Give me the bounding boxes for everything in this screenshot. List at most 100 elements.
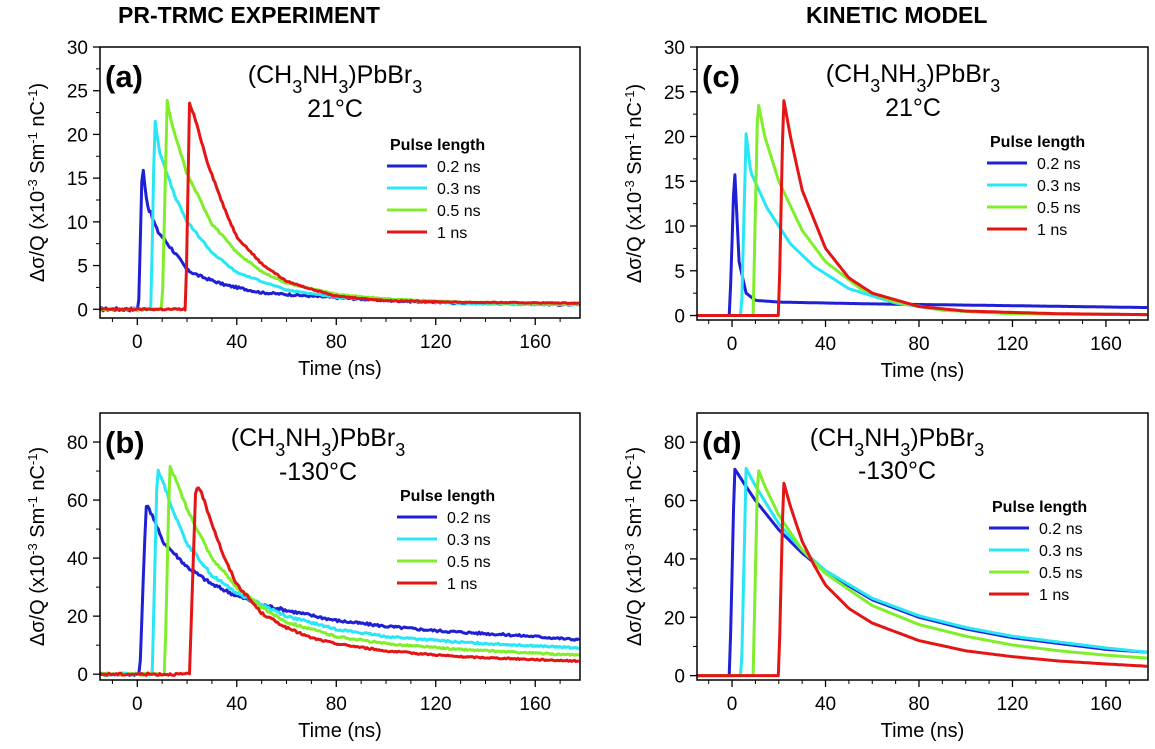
x-tick-label: 120 xyxy=(997,694,1029,715)
legend-entry: 0.5 ns xyxy=(1037,200,1081,217)
y-axis-label: Δσ/Q (x10-3 Sm-1 nC-1) xyxy=(622,84,647,283)
left-column-title: PR-TRMC EXPERIMENT xyxy=(118,2,380,28)
y-tick-label: 40 xyxy=(664,550,685,571)
series-line-0-3-ns xyxy=(99,468,580,677)
x-axis-label: Time (ns) xyxy=(881,360,965,382)
series-line-1-ns xyxy=(696,99,1148,317)
y-axis-label: Δσ/Q (x10-3 Sm-1 nC-1) xyxy=(622,447,647,646)
legend-title: Pulse length xyxy=(390,137,485,154)
legend-entry: 1 ns xyxy=(447,576,477,593)
panel-title: (CH3NH3)PbBr3 xyxy=(231,424,406,460)
series-line-0-3-ns xyxy=(99,119,580,312)
legend-entry: 1 ns xyxy=(437,225,467,242)
legend-entry: 0.5 ns xyxy=(437,203,481,220)
x-tick-label: 0 xyxy=(727,694,738,715)
series-line-1-ns xyxy=(696,481,1148,678)
panel-label: (b) xyxy=(105,425,145,460)
y-tick-label: 25 xyxy=(664,83,685,104)
x-tick-label: 160 xyxy=(519,332,551,353)
x-tick-label: 160 xyxy=(1090,694,1122,715)
panel-subtitle: -130°C xyxy=(279,458,357,486)
y-tick-label: 40 xyxy=(67,549,88,570)
y-tick-label: 0 xyxy=(674,667,685,688)
y-tick-label: 5 xyxy=(77,257,88,278)
y-axis-label: Δσ/Q (x10-3 Sm-1 nC-1) xyxy=(25,83,50,282)
x-axis-label: Time (ns) xyxy=(881,720,965,742)
series-line-0-5-ns xyxy=(99,98,580,312)
series-line-0-5-ns xyxy=(99,464,579,677)
panel-label: (c) xyxy=(702,59,740,94)
x-tick-label: 40 xyxy=(226,332,247,353)
y-tick-label: 60 xyxy=(67,491,88,512)
legend-entry: 0.2 ns xyxy=(1037,156,1081,173)
series-line-0-2-ns xyxy=(98,504,580,678)
legend-entry: 1 ns xyxy=(1039,587,1069,604)
x-tick-label: 120 xyxy=(420,694,452,715)
legend-entry: 0.3 ns xyxy=(1039,543,1083,560)
y-tick-label: 60 xyxy=(664,492,685,513)
legend-title: Pulse length xyxy=(990,134,1085,151)
x-tick-label: 160 xyxy=(519,694,551,715)
y-tick-label: 20 xyxy=(67,607,88,628)
series-line-1-ns xyxy=(98,486,580,677)
legend-entry: 0.3 ns xyxy=(437,181,481,198)
plot-frame xyxy=(99,412,581,681)
y-tick-label: 15 xyxy=(67,169,88,190)
plot-frame xyxy=(99,46,581,319)
legend-entry: 0.2 ns xyxy=(1039,521,1083,538)
y-axis-label: Δσ/Q (x10-3 Sm-1 nC-1) xyxy=(25,447,50,646)
chart-panel-c: 0 40 80 120 160 0 5 10 15 20 25 30 Time (ns) Δσ/Q (x1… xyxy=(622,38,1149,382)
panel-subtitle: 21°C xyxy=(885,94,941,122)
x-tick-label: 0 xyxy=(132,332,143,353)
chart-panel-d: 0 40 80 120 160 0 20 40 60 80 Time (ns) Δσ/Q (x10-3… xyxy=(622,412,1149,742)
y-tick-label: 20 xyxy=(664,608,685,629)
x-tick-label: 160 xyxy=(1090,334,1122,355)
x-tick-label: 40 xyxy=(815,334,836,355)
legend-entry: 0.3 ns xyxy=(447,532,491,549)
y-tick-label: 30 xyxy=(664,38,685,59)
series-line-0-2-ns xyxy=(696,173,1148,317)
x-tick-label: 120 xyxy=(420,332,452,353)
y-tick-label: 30 xyxy=(67,38,88,59)
y-tick-label: 20 xyxy=(67,125,88,146)
y-tick-label: 25 xyxy=(67,82,88,103)
chart-panel-a: 0 40 80 120 160 0 5 10 15 20 25 30 Time (ns) Δσ/Q (x1… xyxy=(25,38,581,380)
x-axis-label: Time (ns) xyxy=(298,720,382,742)
x-tick-label: 40 xyxy=(226,694,247,715)
legend-entry: 0.2 ns xyxy=(437,159,481,176)
y-tick-label: 80 xyxy=(664,433,685,454)
plot-frame xyxy=(696,46,1149,321)
legend-entry: 0.2 ns xyxy=(447,510,491,527)
chart-panel-b: 0 40 80 120 160 0 20 40 60 80 Time (ns) Δσ/Q (x10-3… xyxy=(25,412,581,742)
legend-title: Pulse length xyxy=(400,488,495,505)
x-tick-label: 40 xyxy=(815,694,836,715)
series-line-0-3-ns xyxy=(696,466,1148,678)
panel-label: (a) xyxy=(105,59,143,94)
y-tick-label: 15 xyxy=(664,172,685,193)
legend-entry: 0.5 ns xyxy=(447,554,491,571)
y-tick-label: 10 xyxy=(664,217,685,238)
x-tick-label: 0 xyxy=(727,334,738,355)
panel-title: (CH3NH3)PbBr3 xyxy=(826,60,1001,96)
panel-title: (CH3NH3)PbBr3 xyxy=(810,424,985,460)
series-line-0-5-ns xyxy=(696,469,1148,678)
x-tick-label: 80 xyxy=(908,694,929,715)
panel-subtitle: -130°C xyxy=(858,457,936,485)
y-tick-label: 80 xyxy=(67,433,88,454)
panel-label: (d) xyxy=(702,425,742,460)
y-tick-label: 0 xyxy=(77,300,88,321)
x-tick-label: 120 xyxy=(997,334,1029,355)
series-line-1-ns xyxy=(99,101,580,312)
x-tick-label: 0 xyxy=(132,694,143,715)
x-axis-label: Time (ns) xyxy=(298,358,382,380)
x-tick-label: 80 xyxy=(326,332,347,353)
y-tick-label: 5 xyxy=(674,262,685,283)
panel-subtitle: 21°C xyxy=(307,95,363,123)
legend-entry: 0.5 ns xyxy=(1039,565,1083,582)
y-tick-label: 0 xyxy=(674,307,685,328)
right-column-title: KINETIC MODEL xyxy=(806,2,988,28)
panel-title: (CH3NH3)PbBr3 xyxy=(248,61,423,97)
legend-entry: 1 ns xyxy=(1037,222,1067,239)
legend-title: Pulse length xyxy=(992,499,1087,516)
